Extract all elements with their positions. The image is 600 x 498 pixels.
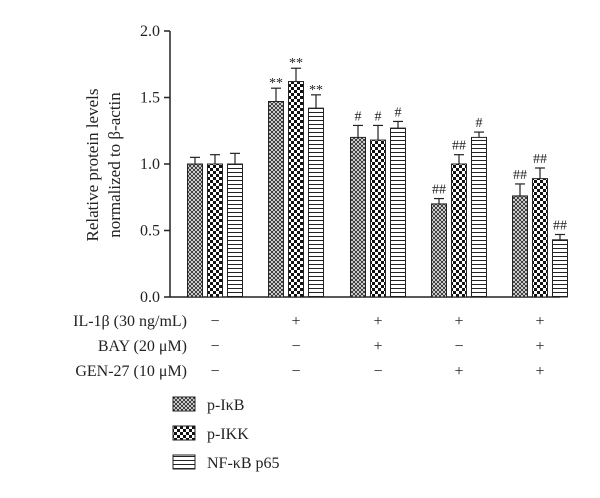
bar (371, 140, 386, 297)
bar (351, 137, 366, 297)
y-axis-title-line1: Relative protein levels (83, 89, 102, 242)
bar (391, 128, 406, 297)
treatment-label: IL-1β (30 ng/mL) (73, 313, 187, 330)
significance-label: ** (309, 83, 323, 98)
treatment-sign: − (210, 313, 219, 330)
treatment-sign: + (373, 313, 382, 330)
y-tick-label: 2.0 (140, 23, 160, 40)
legend-label: p-IκB (207, 397, 244, 414)
bar (432, 204, 447, 297)
significance-label: # (375, 109, 382, 124)
bar (472, 137, 487, 297)
treatment-sign: + (454, 313, 463, 330)
y-tick-label: 1.0 (140, 156, 160, 173)
treatment-sign: − (291, 338, 300, 355)
significance-label: # (476, 116, 483, 131)
bar (452, 164, 467, 297)
bar (309, 108, 324, 297)
bar (289, 82, 304, 297)
significance-label: ## (553, 218, 567, 233)
treatment-sign: + (535, 338, 544, 355)
legend-swatch (173, 426, 195, 440)
bar (553, 240, 568, 297)
legend-swatch (173, 455, 195, 469)
bar (228, 164, 243, 297)
treatment-sign: + (373, 338, 382, 355)
treatment-label: BAY (20 μM) (98, 338, 187, 355)
treatment-sign: − (454, 338, 463, 355)
y-tick-label: 0.5 (140, 223, 160, 240)
legend-label: p-IKK (207, 426, 249, 443)
bar (513, 196, 528, 297)
treatment-sign: + (535, 363, 544, 380)
significance-label: # (395, 105, 402, 120)
treatment-sign: + (291, 313, 300, 330)
treatment-sign: − (210, 363, 219, 380)
treatment-sign: + (535, 313, 544, 330)
treatment-sign: + (454, 363, 463, 380)
bar (269, 101, 284, 297)
legend-label: NF-κB p65 (207, 455, 280, 472)
significance-label: ** (269, 76, 283, 91)
y-axis-title-line2: normalized to β-actin (105, 92, 124, 238)
bar (208, 164, 223, 297)
treatment-sign: − (291, 363, 300, 380)
bar (188, 164, 203, 297)
legend-swatch (173, 397, 195, 411)
significance-label: ## (452, 139, 466, 154)
significance-label: ## (513, 168, 527, 183)
y-tick-label: 1.5 (140, 90, 160, 107)
bar (533, 179, 548, 297)
y-tick-label: 0.0 (140, 289, 160, 306)
significance-label: # (355, 109, 362, 124)
treatment-sign: − (373, 363, 382, 380)
significance-label: ** (289, 56, 303, 71)
treatment-label: GEN-27 (10 μM) (75, 363, 187, 380)
significance-label: ## (432, 183, 446, 198)
treatment-sign: − (210, 338, 219, 355)
significance-label: ## (533, 152, 547, 167)
